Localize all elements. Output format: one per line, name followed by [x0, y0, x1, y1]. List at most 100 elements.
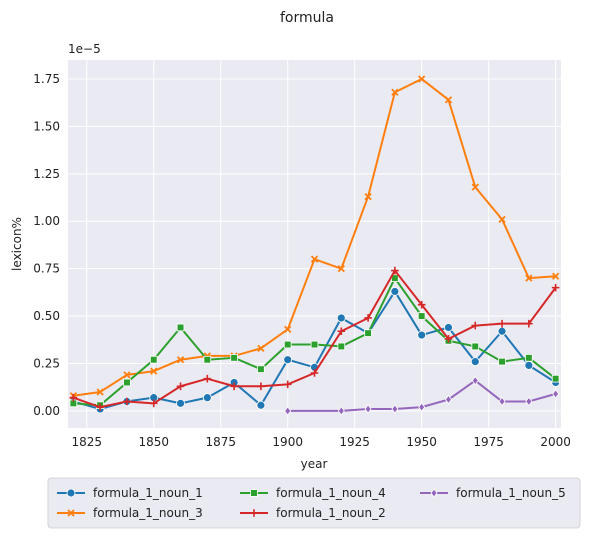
data-point [364, 329, 372, 337]
legend-item: formula_1_noun_5 [420, 486, 566, 500]
data-point [257, 344, 265, 352]
legend-label: formula_1_noun_3 [93, 506, 203, 520]
data-point [310, 340, 319, 349]
y-axis-label: lexicon% [10, 217, 24, 271]
y-tick-label: 0.00 [33, 404, 60, 418]
data-point [471, 342, 480, 351]
x-tick-label: 1925 [339, 435, 370, 449]
series-layer [68, 75, 561, 416]
legend-item: formula_1_noun_3 [57, 506, 203, 520]
x-tick-label: 1975 [473, 435, 504, 449]
data-point [149, 355, 158, 364]
data-point [498, 319, 506, 328]
data-point [203, 374, 212, 383]
data-point [337, 406, 345, 416]
data-point [149, 399, 158, 408]
data-point [525, 396, 533, 407]
legend-item: formula_1_noun_2 [240, 506, 386, 520]
data-point [471, 321, 480, 330]
data-point [96, 403, 104, 411]
x-tick-label: 1850 [138, 435, 169, 449]
series-formula_1_noun_4 [69, 274, 560, 410]
data-point [176, 398, 185, 408]
data-point [417, 312, 426, 320]
data-point [444, 394, 452, 405]
data-point [417, 300, 426, 309]
data-point [337, 265, 345, 273]
data-point [310, 255, 319, 263]
data-point [525, 354, 533, 362]
data-point [552, 389, 560, 399]
data-point [417, 330, 427, 340]
series-formula_1_noun_3 [69, 75, 560, 400]
legend-label: formula_1_noun_4 [276, 486, 386, 500]
legend-item: formula_1_noun_1 [57, 486, 203, 500]
data-point [123, 371, 131, 379]
chart-title: formula [280, 10, 334, 26]
data-point [176, 323, 185, 332]
data-point [337, 342, 346, 351]
data-point [551, 374, 560, 383]
tick-labels: 1825 1850 1875 1900 1925 1950 1975 2000 0.00 0.25… [33, 72, 571, 449]
x-axis-label: year [301, 457, 328, 471]
data-point [283, 340, 292, 349]
x-tick-label: 1875 [205, 435, 236, 449]
y-tick-label: 1.00 [33, 214, 60, 228]
x-tick-label: 2000 [540, 435, 571, 449]
data-point [230, 382, 238, 391]
data-point [498, 215, 506, 223]
data-point [471, 183, 479, 191]
x-tick-label: 1950 [406, 435, 437, 449]
data-point [69, 393, 78, 402]
x-tick-label: 1825 [71, 435, 102, 449]
data-point [176, 356, 185, 364]
data-point [552, 272, 560, 280]
data-point [390, 287, 400, 296]
data-point [123, 397, 131, 406]
data-point [284, 406, 292, 416]
data-point [203, 355, 212, 364]
data-point [257, 382, 265, 391]
data-point [310, 369, 319, 377]
data-point [498, 357, 506, 366]
data-point [283, 355, 293, 365]
data-point [150, 367, 158, 375]
data-point [284, 325, 292, 333]
data-point [364, 192, 372, 201]
data-point [470, 357, 480, 367]
x-tick-label: 1900 [272, 435, 303, 449]
data-point [364, 314, 372, 322]
data-point [418, 75, 426, 83]
data-point [336, 313, 346, 323]
data-point [444, 323, 453, 332]
data-point [444, 96, 453, 104]
data-point [123, 378, 131, 387]
data-point [524, 361, 534, 370]
data-point [391, 88, 399, 96]
data-point [283, 380, 292, 389]
y-tick-label: 1.75 [33, 72, 60, 86]
data-point [444, 335, 453, 343]
data-point [256, 400, 266, 410]
y-scale-label: 1e−5 [68, 42, 101, 56]
data-point [202, 393, 212, 403]
series-formula_1_noun_5 [284, 375, 560, 416]
legend: formula_1_noun_1 formula_1_noun_3 formula_… [47, 477, 581, 529]
legend-box [47, 477, 581, 529]
data-point [96, 388, 104, 396]
legend-label: formula_1_noun_2 [276, 506, 386, 520]
data-point [551, 283, 560, 292]
data-point [497, 326, 507, 336]
data-point [230, 354, 238, 362]
legend-label: formula_1_noun_1 [93, 486, 203, 500]
legend-item: formula_1_noun_4 [240, 486, 386, 500]
legend-label: formula_1_noun_5 [456, 486, 566, 500]
data-point [337, 327, 346, 336]
data-point [418, 402, 426, 412]
y-tick-label: 0.50 [33, 309, 60, 323]
data-point [176, 382, 185, 391]
data-point [391, 266, 399, 275]
y-tick-label: 0.25 [33, 357, 60, 371]
